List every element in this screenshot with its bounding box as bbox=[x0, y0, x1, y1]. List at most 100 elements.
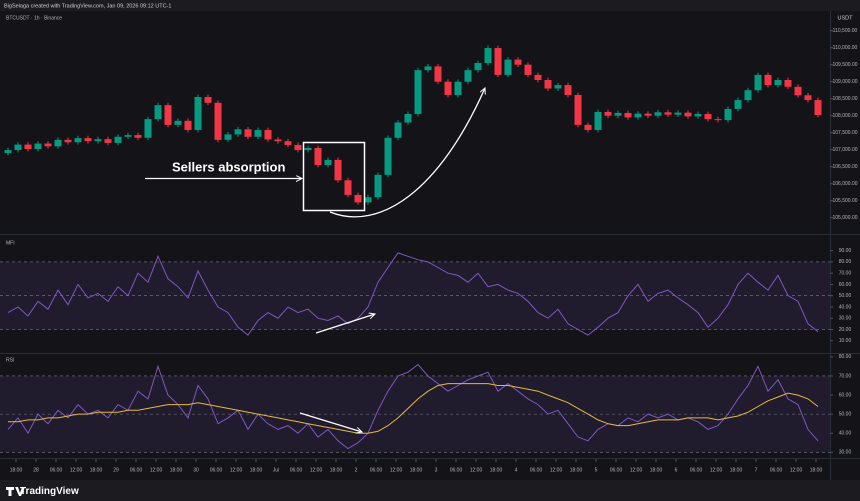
x-tick-label: 12:00 bbox=[790, 467, 803, 473]
annotation-text: Sellers absorption bbox=[172, 159, 285, 174]
candle-body bbox=[124, 135, 132, 137]
candle-body bbox=[234, 129, 242, 135]
annotation-box bbox=[302, 141, 366, 212]
candle-body bbox=[754, 74, 762, 91]
candle-body bbox=[604, 111, 612, 116]
candle-body bbox=[204, 97, 212, 103]
y-tick-label: 60.00 bbox=[839, 392, 852, 398]
x-tick-label: 2 bbox=[355, 467, 358, 473]
candle-body bbox=[364, 197, 372, 203]
candle-body bbox=[294, 144, 302, 151]
x-tick-label: 5 bbox=[595, 467, 598, 473]
y-tick-label: 108,500.00 bbox=[832, 96, 857, 102]
x-tick-label: 6 bbox=[675, 467, 678, 473]
x-tick-label: 06:00 bbox=[770, 467, 783, 473]
candle-body bbox=[104, 139, 112, 143]
candle-body bbox=[224, 134, 232, 140]
candle-body bbox=[564, 85, 572, 95]
y-tick-label: 106,500.00 bbox=[832, 164, 857, 170]
candle-body bbox=[164, 105, 172, 125]
candle-body bbox=[354, 194, 362, 203]
x-tick-label: 06:00 bbox=[130, 467, 143, 473]
y-tick-label: 40.00 bbox=[839, 304, 852, 310]
candle-body bbox=[44, 143, 52, 147]
y-tick-label: 50.00 bbox=[839, 411, 852, 417]
candle-body bbox=[384, 137, 392, 175]
candle-body bbox=[174, 120, 182, 125]
candle-body bbox=[324, 159, 332, 165]
candle-body bbox=[34, 143, 42, 150]
y-tick-label: 90.00 bbox=[839, 248, 852, 254]
candle-body bbox=[544, 80, 552, 89]
y-tick-label: 80.00 bbox=[839, 354, 852, 360]
candle-body bbox=[454, 81, 462, 95]
candle-body bbox=[594, 111, 602, 130]
candle-body bbox=[114, 136, 122, 143]
candle-body bbox=[684, 112, 692, 117]
candle-body bbox=[634, 113, 642, 118]
x-tick-label: 06:00 bbox=[290, 467, 303, 473]
mfi-arrow bbox=[315, 314, 375, 334]
x-tick-label: 18:00 bbox=[10, 467, 23, 473]
candle-body bbox=[624, 112, 632, 118]
candle-body bbox=[414, 70, 422, 114]
x-tick-label: 06:00 bbox=[690, 467, 703, 473]
y-tick-label: 30.00 bbox=[839, 450, 852, 456]
logo-text: TradingView bbox=[20, 486, 79, 497]
candle-body bbox=[304, 148, 312, 151]
x-tick-label: 12:00 bbox=[710, 467, 723, 473]
x-tick-label: 12:00 bbox=[310, 467, 323, 473]
footer-bar bbox=[0, 480, 860, 501]
y-tick-label: 110,500.00 bbox=[833, 28, 858, 34]
candle-body bbox=[704, 114, 712, 120]
candle-body bbox=[504, 59, 512, 75]
x-tick-label: 18:00 bbox=[570, 467, 583, 473]
y-tick-label: 109,500.00 bbox=[832, 62, 857, 68]
x-tick-label: 06:00 bbox=[210, 467, 223, 473]
candle-body bbox=[554, 85, 562, 89]
candle-body bbox=[784, 80, 792, 87]
candle-body bbox=[674, 112, 682, 115]
x-tick-label: Jul bbox=[273, 467, 279, 473]
x-tick-label: 30 bbox=[193, 467, 199, 473]
candle-body bbox=[94, 139, 102, 142]
x-tick-label: 18:00 bbox=[730, 467, 743, 473]
candle-body bbox=[694, 114, 702, 117]
candle-body bbox=[244, 129, 252, 137]
candle-body bbox=[654, 112, 662, 116]
symbol-title: BTCUSDT · 1h · Binance bbox=[6, 15, 62, 21]
y-tick-label: 107,500.00 bbox=[832, 130, 857, 136]
marks: 105,000.00 105,500.00 106,000.00 106,500.00… bbox=[0, 28, 858, 473]
candle-body bbox=[764, 74, 772, 86]
candle-body bbox=[344, 180, 352, 195]
candle-body bbox=[804, 95, 812, 101]
currency-label: USDT bbox=[838, 15, 854, 21]
candle-body bbox=[374, 174, 382, 198]
candle-body bbox=[514, 59, 522, 65]
x-tick-label: 06:00 bbox=[610, 467, 623, 473]
y-tick-label: 105,500.00 bbox=[832, 198, 857, 204]
x-tick-label: 29 bbox=[113, 467, 119, 473]
candle-body bbox=[74, 138, 82, 143]
candle-body bbox=[64, 139, 72, 143]
candle-body bbox=[474, 63, 482, 71]
x-tick-label: 12:00 bbox=[390, 467, 403, 473]
x-tick-label: 06:00 bbox=[370, 467, 383, 473]
x-tick-label: 06:00 bbox=[530, 467, 543, 473]
header-text: BigSelaga created with TradingView.com, … bbox=[4, 3, 171, 9]
candle-body bbox=[424, 66, 432, 71]
candle-body bbox=[524, 64, 532, 75]
candle-body bbox=[734, 100, 742, 109]
x-tick-label: 18:00 bbox=[90, 467, 103, 473]
y-tick-label: 110,000.00 bbox=[833, 45, 858, 51]
candle-body bbox=[744, 90, 752, 101]
candle-body bbox=[24, 144, 32, 150]
y-tick-label: 109,000.00 bbox=[832, 79, 857, 85]
y-tick-label: 40.00 bbox=[839, 431, 852, 437]
x-tick-label: 06:00 bbox=[50, 467, 63, 473]
y-tick-label: 60.00 bbox=[839, 282, 852, 288]
candle-body bbox=[54, 139, 62, 147]
candle-body bbox=[614, 112, 622, 116]
